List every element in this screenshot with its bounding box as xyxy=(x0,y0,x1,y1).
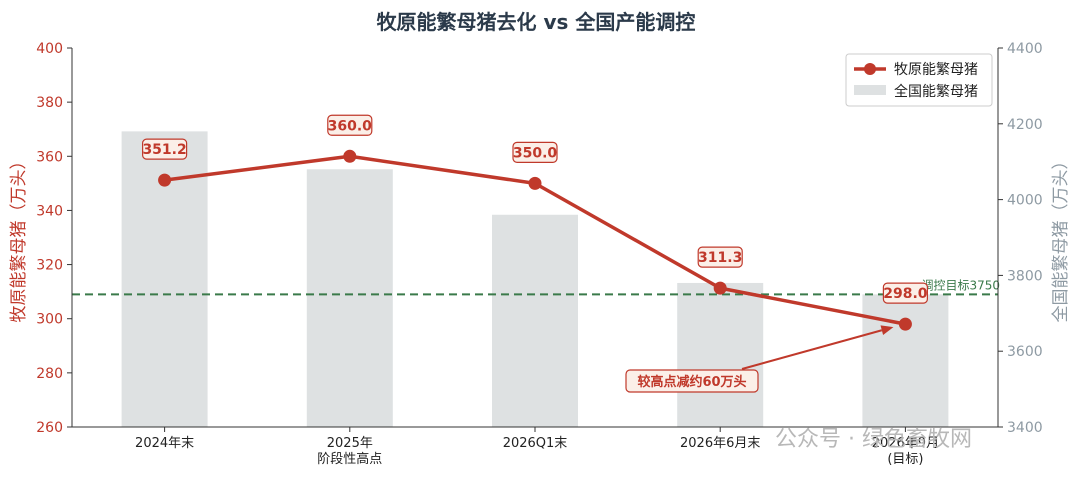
left-tick-label: 300 xyxy=(36,312,63,328)
line-point-2 xyxy=(528,176,542,190)
data-label-0: 351.2 xyxy=(142,142,186,158)
legend-marker xyxy=(864,63,876,75)
bar-2 xyxy=(492,214,578,427)
left-tick-label: 260 xyxy=(36,420,63,436)
watermark-text: 公众号 · 绿色畜牧网 xyxy=(775,427,972,452)
left-tick-label: 400 xyxy=(36,41,63,57)
right-tick-label: 4000 xyxy=(1007,193,1043,209)
bars-group xyxy=(121,131,949,427)
data-labels-group: 351.2 360.0 350.0 311.3 298.0 xyxy=(142,114,929,304)
line-point-1 xyxy=(343,149,357,163)
data-label-box-2 xyxy=(512,141,558,163)
x-tick-label: 2026年9月 xyxy=(872,436,939,451)
right-tick-label: 3600 xyxy=(1007,344,1043,360)
annotation-text: 较高点减约60万头 xyxy=(637,374,746,390)
annotation-group: 较高点减约60万头 xyxy=(625,325,894,393)
annotation-box xyxy=(625,369,759,393)
legend-bar-swatch xyxy=(854,85,886,95)
bar-3 xyxy=(677,282,764,427)
x-tick-label: 2024年末 xyxy=(135,436,194,451)
right-tick-label: 4200 xyxy=(1007,117,1043,133)
legend-label-0: 牧原能繁母猪 xyxy=(894,62,978,78)
left-tick-label: 280 xyxy=(36,366,63,382)
data-label-box-4 xyxy=(882,282,929,304)
right-tick-label: 4400 xyxy=(1007,41,1043,57)
annotation-arrow-line xyxy=(741,329,883,370)
data-label-2: 350.0 xyxy=(513,145,558,161)
watermark: 公众号 · 绿色畜牧网 xyxy=(775,427,972,452)
x-tick-label: 2026Q1末 xyxy=(503,436,568,451)
axes-group: 260 280 300 320 340 360 380 400 3400 3600 3800 4000… xyxy=(9,41,1071,467)
x-tick-label: 2026年6月末 xyxy=(680,436,760,451)
right-tick-label: 3800 xyxy=(1007,268,1043,284)
chart-title: 牧原能繁母猪去化 vs 全国产能调控 xyxy=(377,10,696,34)
left-tick-label: 360 xyxy=(36,149,63,165)
x-tick-label: 阶段性高点 xyxy=(317,451,382,467)
data-label-1: 360.0 xyxy=(328,118,373,134)
line-point-3 xyxy=(713,281,727,295)
x-tick-label: (目标) xyxy=(887,452,923,467)
annotation-arrow-head xyxy=(880,325,894,336)
data-label-box-3 xyxy=(697,246,743,268)
bar-4 xyxy=(862,294,949,427)
left-tick-label: 380 xyxy=(36,95,63,111)
data-label-3: 311.3 xyxy=(698,250,742,266)
reference-line-label: 调控目标3750 xyxy=(921,278,1000,292)
data-label-box-1 xyxy=(327,114,373,136)
right-axis-title: 全国能繁母猪（万头） xyxy=(1051,153,1071,323)
reference-line-group: 调控目标3750 xyxy=(72,278,1000,296)
right-tick-label: 3400 xyxy=(1007,420,1043,436)
legend-label-1: 全国能繁母猪 xyxy=(894,83,978,100)
left-tick-label: 320 xyxy=(36,258,63,274)
line-point-0 xyxy=(158,173,172,187)
left-axis-title: 牧原能繁母猪（万头） xyxy=(9,153,29,323)
data-label-box-0 xyxy=(142,138,188,160)
data-label-4: 298.0 xyxy=(883,286,928,302)
left-tick-label: 340 xyxy=(36,203,63,219)
line-series-group xyxy=(158,149,912,331)
x-tick-label: 2025年 xyxy=(327,436,373,451)
bar-1 xyxy=(306,169,393,427)
line-point-4 xyxy=(898,317,912,331)
